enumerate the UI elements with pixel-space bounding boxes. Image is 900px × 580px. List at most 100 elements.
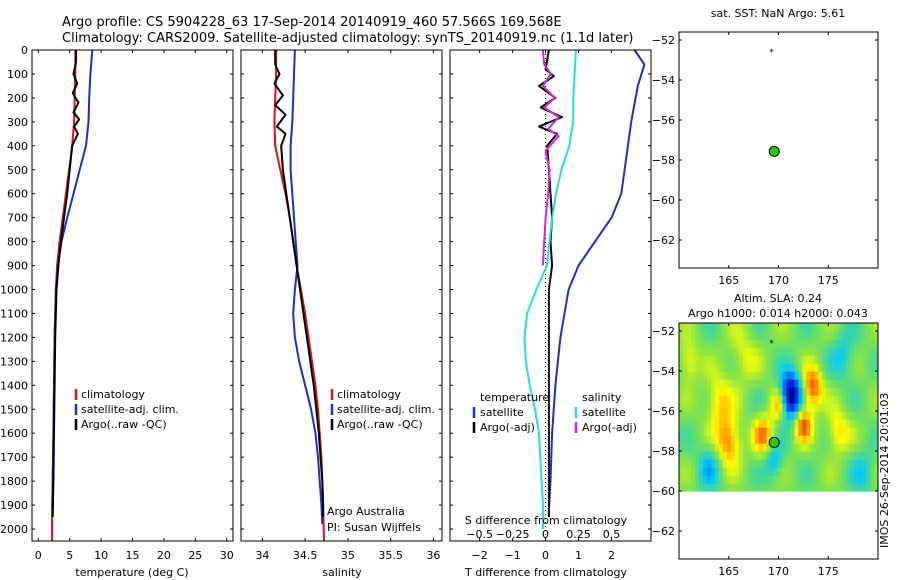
temperature-xtick-label: 10 [94, 549, 108, 562]
sla-heatmap-cell [846, 483, 851, 492]
sla-heatmap-cell [726, 379, 732, 388]
sla_map-ytick-label: −58 [652, 445, 675, 458]
sla-heatmap-cell [714, 379, 720, 388]
sla-heatmap-cell [742, 339, 748, 348]
sla-heatmap-cell [686, 363, 692, 372]
sst-map-title: sat. SST: NaN Argo: 5.61 [711, 7, 845, 20]
sla-heatmap-cell [838, 427, 843, 436]
sla-heatmap-cell [858, 347, 863, 356]
sla-heatmap-cell [698, 443, 704, 452]
difference-series-line [541, 49, 560, 266]
sla-heatmap-cell [850, 323, 855, 332]
sla-heatmap-cell [854, 411, 859, 420]
sla-heatmap-cell [682, 419, 688, 428]
sla-heatmap-cell [698, 387, 704, 396]
legend-label: satellite-adj. clim. [337, 403, 435, 416]
sla-heatmap-cell [830, 483, 835, 492]
sla-heatmap-cell [802, 419, 807, 428]
sla-heatmap-cell [866, 323, 871, 332]
sla-heatmap-cell [810, 331, 815, 340]
sla-heatmap-cell [838, 435, 843, 444]
sla-heatmap-cell [874, 355, 879, 364]
sla-heatmap-cell [742, 395, 748, 404]
depth-tick-label: 0 [21, 44, 28, 57]
sla-heatmap-cell [718, 371, 724, 380]
sla-heatmap-cell [822, 379, 827, 388]
depth-tick-label: 800 [7, 236, 28, 249]
sla-heatmap-cell [838, 363, 843, 372]
sla-heatmap-cell [698, 483, 704, 492]
sla-heatmap-cell [710, 459, 716, 468]
sla-heatmap-cell [858, 403, 863, 412]
sla-heatmap-cell [682, 347, 688, 356]
sla-heatmap-cell [722, 427, 728, 436]
sst_map-ytick-label: −52 [652, 34, 675, 47]
sla-heatmap-cell [786, 371, 792, 380]
sla-heatmap-cell [818, 435, 823, 444]
sla-heatmap-cell [874, 387, 879, 396]
sla-heatmap-cell [690, 443, 696, 452]
sla-heatmap-cell [726, 411, 732, 420]
sla-heatmap-cell [866, 339, 871, 348]
sla-heatmap-cell [686, 411, 692, 420]
sla-heatmap-cell [782, 355, 788, 364]
sla-heatmap-cell [874, 363, 879, 372]
sla-heatmap-cell [842, 395, 847, 404]
sla-heatmap-cell [694, 403, 700, 412]
sla-heatmap-cell [838, 443, 843, 452]
header-title-line1: Argo profile: CS 5904228_63 17-Sep-2014 … [62, 15, 562, 30]
sla-heatmap-cell [762, 347, 768, 356]
sla-heatmap-cell [850, 339, 855, 348]
sla-heatmap-cell [810, 339, 815, 348]
salinity-xtick-label: 34.5 [293, 549, 318, 562]
sla-heatmap-cell [826, 459, 831, 468]
sla-heatmap-cell [762, 483, 768, 492]
sla-heatmap-cell [826, 323, 831, 332]
sla-heatmap-cell [758, 395, 764, 404]
sla-heatmap-cell [702, 363, 708, 372]
sla-heatmap-cell [802, 483, 807, 492]
sla-heatmap-cell [714, 459, 720, 468]
legend-label: Argo(..raw -QC) [337, 418, 423, 431]
sla-heatmap-cell [714, 331, 720, 340]
sla-heatmap-cell [786, 475, 792, 484]
sla-heatmap-cell [714, 483, 720, 492]
sla-heatmap-cell [734, 483, 740, 492]
temperature-xtick-label: 15 [126, 549, 140, 562]
sla-heatmap-cell [794, 443, 799, 452]
sla-heatmap-cell [806, 451, 811, 460]
sla-heatmap-cell [730, 323, 736, 332]
sla-heatmap-cell [714, 443, 720, 452]
sla-heatmap-cell [806, 459, 811, 468]
sla-heatmap-cell [722, 339, 728, 348]
sla-heatmap-cell [758, 443, 764, 452]
difference-series-line [547, 49, 646, 510]
sla-heatmap-cell [738, 363, 744, 372]
sst_map-ytick-label: −58 [652, 154, 675, 167]
sla-heatmap-cell [838, 387, 843, 396]
sla-heatmap-cell [770, 459, 776, 468]
sla-heatmap-cell [842, 323, 847, 332]
sla-heatmap-cell [838, 347, 843, 356]
sla-heatmap-cell [786, 347, 792, 356]
sla-heatmap-cell [679, 443, 684, 452]
sla-heatmap-cell [838, 355, 843, 364]
sla-heatmap-cell [862, 395, 867, 404]
sla-heatmap-cell [698, 371, 704, 380]
sla-heatmap-cell [714, 475, 720, 484]
temperature-xtick-label: 5 [66, 549, 73, 562]
sla-heatmap-cell [758, 347, 764, 356]
sla-heatmap-cell [790, 403, 796, 412]
sla-heatmap-cell [810, 451, 815, 460]
sla_map-xtick-label: 175 [818, 565, 839, 578]
sla-heatmap-cell [786, 323, 792, 332]
sla-heatmap-cell [830, 379, 835, 388]
sla-heatmap-cell [870, 419, 875, 428]
sla-heatmap-cell [694, 483, 700, 492]
sla-heatmap-cell [726, 419, 732, 428]
sla-heatmap-cell [686, 387, 692, 396]
sla-heatmap-cell [734, 355, 740, 364]
sla-heatmap-cell [818, 443, 823, 452]
sla-heatmap-cell [858, 363, 863, 372]
sla-heatmap-cell [830, 371, 835, 380]
